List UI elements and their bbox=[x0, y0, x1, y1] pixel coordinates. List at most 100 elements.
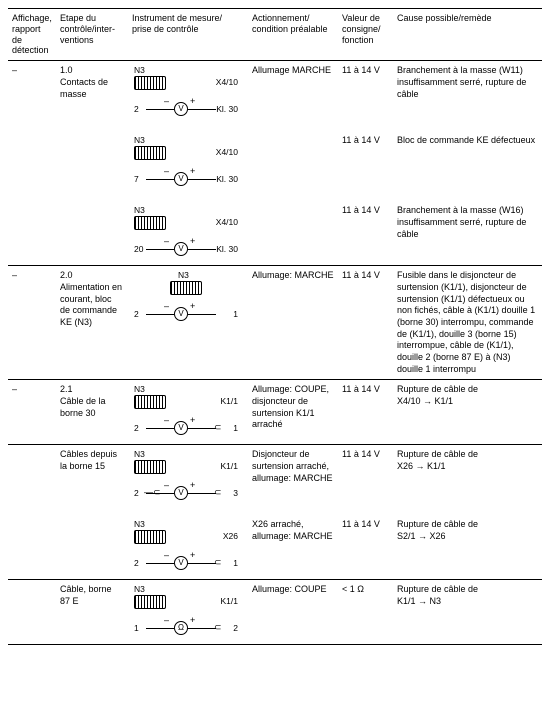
cell-instrument: N3K1/1Ω–+12⊂ bbox=[128, 580, 248, 645]
action-text: Allumage: MARCHE bbox=[252, 270, 334, 326]
header-row: Affichage, rapport de détection Etape du… bbox=[8, 9, 542, 61]
table-row: Câble, borne 87 EN3K1/1Ω–+12⊂Allumage: C… bbox=[8, 580, 542, 645]
cell-action: Allumage: COUPE bbox=[248, 580, 338, 645]
module-icon bbox=[134, 395, 166, 409]
meter-icon: V bbox=[174, 242, 188, 256]
pin-left: 2 bbox=[134, 423, 139, 434]
module-icon bbox=[134, 460, 166, 474]
module-icon bbox=[134, 530, 166, 544]
minus-sign: – bbox=[164, 481, 169, 490]
module-label: N3 bbox=[134, 384, 145, 395]
cell-action: Disjoncteur de surtension arraché, allum… bbox=[248, 445, 338, 580]
pin-label-top: X4/10 bbox=[216, 77, 238, 88]
action-text: Allumage MARCHE bbox=[252, 65, 334, 121]
cell-affichage bbox=[8, 580, 56, 645]
pin-right: 3 bbox=[233, 488, 238, 499]
pin-label-top: K1/1 bbox=[221, 461, 239, 472]
minus-sign: – bbox=[164, 302, 169, 311]
hdr-action: Actionnement/ condition préalable bbox=[248, 9, 338, 61]
meter-icon: V bbox=[174, 307, 188, 321]
cell-action: Allumage MARCHE bbox=[248, 61, 338, 266]
measurement-diagram: N3K1/1V–+21⊂ bbox=[132, 384, 242, 440]
measurement-diagram: N3X4/10V–+20Kl. 30 bbox=[132, 205, 242, 261]
wire-right bbox=[188, 179, 216, 180]
cell-instrument: N3V–+21 bbox=[128, 266, 248, 380]
wire-right bbox=[188, 249, 216, 250]
cell-cause: Rupture de câble de X26 → K1/1Rupture de… bbox=[393, 445, 542, 580]
plus-sign: + bbox=[190, 237, 195, 246]
pin-right: 1 bbox=[233, 423, 238, 434]
value-text: < 1 Ω bbox=[342, 584, 389, 640]
wire-left bbox=[146, 314, 174, 315]
pin-left: 2 bbox=[134, 488, 139, 499]
meter-icon: V bbox=[174, 556, 188, 570]
table-row: –1.0 Contacts de masseN3X4/10V–+2Kl. 30N… bbox=[8, 61, 542, 266]
wire-left bbox=[146, 428, 174, 429]
minus-sign: – bbox=[164, 237, 169, 246]
pin-right: Kl. 30 bbox=[216, 174, 238, 185]
cell-etape: 2.1 Câble de la borne 30 bbox=[56, 380, 128, 445]
cell-valeur: 11 à 14 V bbox=[338, 380, 393, 445]
pin-label-top: X4/10 bbox=[216, 147, 238, 158]
action-text: Allumage: COUPE bbox=[252, 584, 334, 640]
value-text: 11 à 14 V bbox=[342, 135, 389, 191]
cause-text: Rupture de câble de K1/1 → N3 bbox=[397, 584, 538, 640]
wire-left bbox=[146, 249, 174, 250]
action-text bbox=[252, 135, 334, 191]
wire-left bbox=[146, 109, 174, 110]
wire-left bbox=[146, 179, 174, 180]
action-text bbox=[252, 205, 334, 261]
pin-left: 20 bbox=[134, 244, 143, 255]
cell-affichage bbox=[8, 445, 56, 580]
plus-sign: + bbox=[190, 416, 195, 425]
cell-affichage: – bbox=[8, 380, 56, 445]
module-label: N3 bbox=[134, 449, 145, 460]
action-text: Disjoncteur de surtension arraché, allum… bbox=[252, 449, 334, 505]
measurement-diagram: N3X4/10V–+2Kl. 30 bbox=[132, 65, 242, 121]
wire-right bbox=[188, 314, 216, 315]
pin-left: 1 bbox=[134, 623, 139, 634]
value-text: 11 à 14 V bbox=[342, 449, 389, 505]
cell-valeur: 11 à 14 V11 à 14 V11 à 14 V bbox=[338, 61, 393, 266]
pin-left: 2 bbox=[134, 309, 139, 320]
value-text: 11 à 14 V bbox=[342, 65, 389, 121]
module-label: N3 bbox=[134, 205, 145, 216]
minus-sign: – bbox=[164, 97, 169, 106]
pin-label-top: K1/1 bbox=[221, 596, 239, 607]
plus-sign: + bbox=[190, 167, 195, 176]
wire-left bbox=[146, 628, 174, 629]
cell-instrument: N3K1/1V–+21⊂ bbox=[128, 380, 248, 445]
hdr-instrument: Instrument de mesure/ prise de contrôle bbox=[128, 9, 248, 61]
pin-right: Kl. 30 bbox=[216, 104, 238, 115]
cell-etape: 1.0 Contacts de masse bbox=[56, 61, 128, 266]
probe-right-icon: ⊂ bbox=[214, 558, 222, 567]
module-icon bbox=[134, 595, 166, 609]
cell-valeur: 11 à 14 V11 à 14 V bbox=[338, 445, 393, 580]
module-icon bbox=[170, 281, 202, 295]
module-label: N3 bbox=[178, 270, 189, 281]
cause-text: Rupture de câble de X26 → K1/1 bbox=[397, 449, 538, 505]
meter-icon: V bbox=[174, 102, 188, 116]
cause-text: Branchement à la masse (W16) insuffisamm… bbox=[397, 205, 538, 261]
cell-cause: Rupture de câble de X4/10 → K1/1 bbox=[393, 380, 542, 445]
cell-instrument: N3K1/1V–+23—⊂⊂N3X26V–+21⊂ bbox=[128, 445, 248, 580]
wire-right bbox=[188, 628, 216, 629]
action-text: X26 arraché, allumage: MARCHE bbox=[252, 519, 334, 575]
pin-right: 1 bbox=[233, 309, 238, 320]
probe-right-icon: ⊂ bbox=[214, 623, 222, 632]
cell-valeur: 11 à 14 V bbox=[338, 266, 393, 380]
cell-action: Allumage: COUPE, disjoncteur de surtensi… bbox=[248, 380, 338, 445]
cell-cause: Branchement à la masse (W11) insuffisamm… bbox=[393, 61, 542, 266]
hdr-valeur: Valeur de consigne/ fonction bbox=[338, 9, 393, 61]
cell-etape: Câbles depuis la borne 15 bbox=[56, 445, 128, 580]
hdr-affichage: Affichage, rapport de détection bbox=[8, 9, 56, 61]
meter-icon: V bbox=[174, 486, 188, 500]
pin-left: 2 bbox=[134, 104, 139, 115]
plus-sign: + bbox=[190, 481, 195, 490]
cell-affichage: – bbox=[8, 61, 56, 266]
measurement-diagram: N3V–+21 bbox=[132, 270, 242, 326]
plus-sign: + bbox=[190, 551, 195, 560]
hdr-etape: Etape du contrôle/inter-ventions bbox=[56, 9, 128, 61]
cell-action: Allumage: MARCHE bbox=[248, 266, 338, 380]
diagnostic-table: Affichage, rapport de détection Etape du… bbox=[8, 8, 542, 645]
